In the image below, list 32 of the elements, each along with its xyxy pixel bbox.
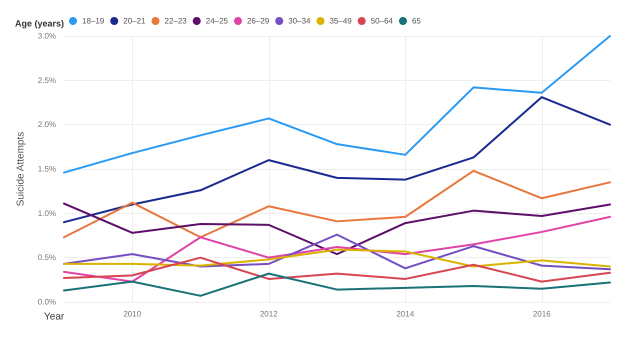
y-tick-label: 2.0% bbox=[38, 120, 56, 130]
y-tick-label: 0.0% bbox=[38, 298, 56, 306]
x-tick-label: 2014 bbox=[396, 310, 415, 318]
x-tick-label: 2012 bbox=[260, 310, 278, 318]
line-series bbox=[63, 35, 611, 174]
x-tick-label: 2016 bbox=[532, 310, 552, 318]
line-series bbox=[63, 234, 611, 270]
legend-label: 24–25 bbox=[206, 16, 229, 26]
line-series bbox=[63, 256, 611, 283]
line-series bbox=[63, 202, 611, 256]
legend-label: 65 bbox=[412, 16, 422, 26]
line-series bbox=[63, 248, 611, 268]
legend-label: 22–23 bbox=[164, 16, 188, 26]
y-tick-label: 1.5% bbox=[38, 164, 56, 174]
x-tick-label: 2010 bbox=[123, 310, 142, 318]
legend-label: 20–21 bbox=[123, 16, 146, 26]
legend-label: 18–19 bbox=[82, 16, 105, 26]
legend-title: Age (years) bbox=[15, 18, 64, 28]
x-axis-title: Year bbox=[44, 312, 65, 322]
y-tick-label: 2.5% bbox=[38, 76, 56, 85]
y-tick-label: 0.5% bbox=[38, 253, 56, 262]
legend-label: 26–29 bbox=[246, 16, 270, 26]
line-series bbox=[63, 96, 611, 224]
y-axis-title: Suicide Attempts bbox=[16, 132, 26, 206]
y-tick-label: 1.0% bbox=[38, 208, 56, 218]
line-series bbox=[63, 216, 611, 283]
line-series bbox=[63, 170, 611, 238]
legend-label: 30–34 bbox=[288, 16, 312, 26]
y-tick-label: 3.0% bbox=[38, 32, 56, 40]
line-series bbox=[63, 272, 611, 297]
legend-label: 50–64 bbox=[370, 16, 394, 26]
legend-label: 35–49 bbox=[329, 16, 352, 26]
